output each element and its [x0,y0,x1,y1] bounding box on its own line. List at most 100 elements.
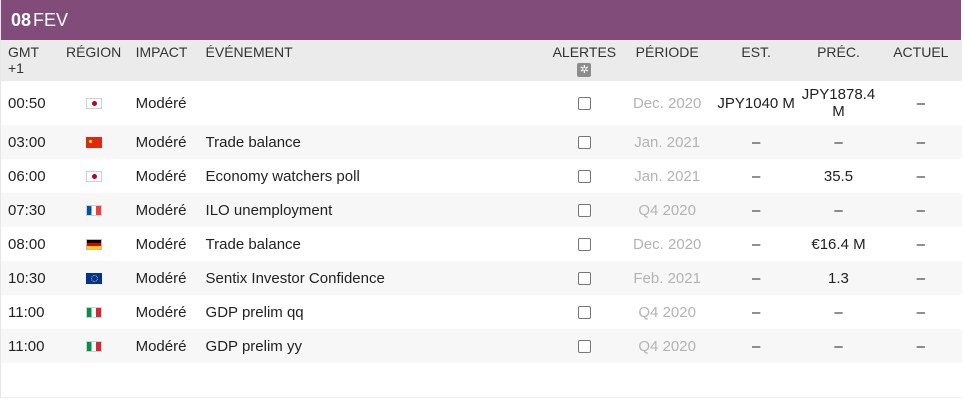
event-alert [549,227,620,261]
event-alert [549,193,620,227]
event-region [57,159,130,193]
alert-checkbox[interactable] [577,170,591,184]
flag-jp-icon [85,171,102,183]
event-period: Dec. 2020 [619,81,716,125]
column-header-impact: IMPACT [129,40,200,81]
event-time: 07:30 [1,193,58,227]
table-row[interactable]: 03:00 Modéré Trade balance Jan. 2021– – – [1,125,962,159]
event-alert [549,125,620,159]
event-actual: – [879,81,962,125]
alert-checkbox[interactable] [577,204,591,218]
alert-checkbox[interactable] [577,97,591,111]
alert-checkbox[interactable] [577,272,591,286]
event-impact: Modéré [129,227,200,261]
event-region [57,261,130,295]
table-row[interactable]: 11:00 Modéré GDP prelim yy Q4 2020– – – [1,329,962,363]
event-name[interactable]: Trade balance [199,227,550,261]
flag-de-icon [85,239,102,251]
event-name[interactable]: GDP prelim yy [199,329,550,363]
event-previous: – [797,193,880,227]
economic-calendar: 08 FEV GMT +1 RÉGION IMPACT ÉVÉNEMENT AL… [0,0,962,398]
table-row[interactable]: 11:00 Modéré GDP prelim qq Q4 2020– – – [1,295,962,329]
event-previous: – [797,329,880,363]
event-estimate: JPY1040 M [715,81,798,125]
event-estimate: – [715,295,798,329]
event-previous: 35.5 [797,159,880,193]
event-period: Jan. 2021 [619,159,716,193]
event-time: 08:00 [1,227,58,261]
gear-icon[interactable]: ✲ [577,63,592,77]
events-table: GMT +1 RÉGION IMPACT ÉVÉNEMENT ALERTES ✲… [1,40,962,363]
event-actual: – [879,159,962,193]
event-alert [549,159,620,193]
event-region [57,81,130,125]
event-period: Q4 2020 [619,193,716,227]
event-name[interactable] [199,81,550,125]
column-header-est: EST. [715,40,798,81]
event-impact: Modéré [129,261,200,295]
event-period: Dec. 2020 [619,227,716,261]
table-row[interactable]: 00:50 Modéré Dec. 2020 JPY1040 M JPY1878.4 M… [1,81,962,125]
flag-it-icon [85,307,102,319]
event-impact: Modéré [129,125,200,159]
event-impact: Modéré [129,81,200,125]
table-row[interactable]: 06:00 Modéré Economy watchers poll Jan. 202… [1,159,962,193]
event-name[interactable]: Trade balance [199,125,550,159]
event-estimate: – [715,261,798,295]
event-previous: – [797,125,880,159]
event-period: Feb. 2021 [619,261,716,295]
event-impact: Modéré [129,329,200,363]
date-month: FEV [33,9,69,30]
alert-checkbox[interactable] [577,136,591,150]
event-actual: – [879,227,962,261]
table-row[interactable]: 08:00 Modéré Trade balance Dec. 2020– €16.4 … [1,227,962,261]
date-header: 08 FEV [1,0,961,40]
event-estimate: – [715,159,798,193]
event-previous: JPY1878.4 M [797,81,880,125]
column-header-alerts: ALERTES ✲ [549,40,620,81]
column-header-time: GMT +1 [1,40,58,81]
table-row[interactable]: 10:30 Modéré Sentix Investor Confidence Feb… [1,261,962,295]
column-header-prev: PRÉC. [797,40,880,81]
event-estimate: – [715,329,798,363]
event-actual: – [879,125,962,159]
event-impact: Modéré [129,295,200,329]
flag-fr-icon [85,205,102,217]
event-name[interactable]: GDP prelim qq [199,295,550,329]
date-day: 08 [11,9,32,30]
event-period: Q4 2020 [619,329,716,363]
event-previous: – [797,295,880,329]
event-time: 10:30 [1,261,58,295]
event-time: 03:00 [1,125,58,159]
event-name[interactable]: Sentix Investor Confidence [199,261,550,295]
event-name[interactable]: Economy watchers poll [199,159,550,193]
alert-checkbox[interactable] [577,340,591,354]
event-region [57,125,130,159]
table-row[interactable]: 07:30 Modéré ILO unemployment Q4 2020– – – [1,193,962,227]
event-region [57,329,130,363]
flag-cn-icon [85,137,102,149]
event-impact: Modéré [129,193,200,227]
flag-eu-icon [85,273,102,285]
table-body: 00:50 Modéré Dec. 2020 JPY1040 M JPY1878.4 M… [1,81,962,363]
event-estimate: – [715,227,798,261]
event-alert [549,261,620,295]
column-header-event: ÉVÉNEMENT [199,40,550,81]
event-previous: 1.3 [797,261,880,295]
event-impact: Modéré [129,159,200,193]
alert-checkbox[interactable] [577,306,591,320]
event-region [57,295,130,329]
flag-it-icon [85,341,102,353]
event-time: 11:00 [1,295,58,329]
event-actual: – [879,295,962,329]
event-alert [549,81,620,125]
event-alert [549,295,620,329]
event-actual: – [879,193,962,227]
event-period: Q4 2020 [619,295,716,329]
table-header-row: GMT +1 RÉGION IMPACT ÉVÉNEMENT ALERTES ✲… [1,40,962,81]
event-name[interactable]: ILO unemployment [199,193,550,227]
event-region [57,227,130,261]
event-previous: €16.4 M [797,227,880,261]
alert-checkbox[interactable] [577,238,591,252]
flag-jp-icon [85,98,102,110]
